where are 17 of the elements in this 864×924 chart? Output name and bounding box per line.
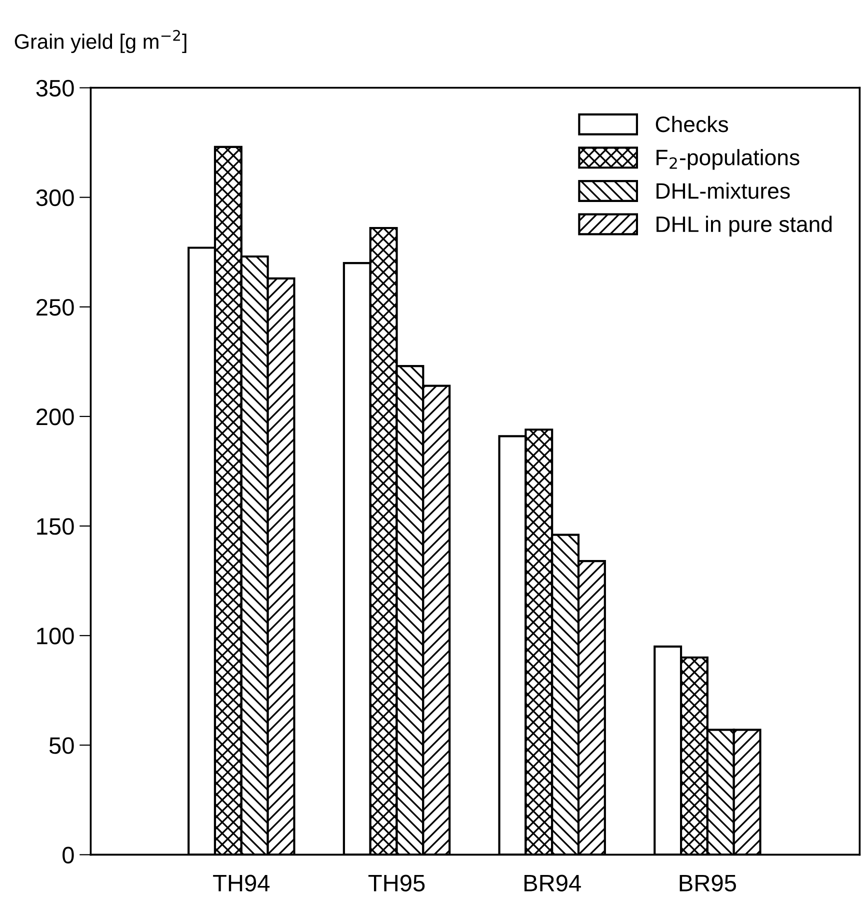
x-tick-label: TH95 <box>368 874 425 892</box>
x-tick-label: BR95 <box>680 874 736 892</box>
y-tick-label: 350 <box>36 80 74 97</box>
y-tick-label: 300 <box>36 189 74 206</box>
legend-label: DHL in pure stand <box>656 216 832 236</box>
legend-label: Checks <box>656 116 728 132</box>
y-tick-label: 100 <box>37 628 74 644</box>
x-tick-label: BR94 <box>524 874 581 892</box>
y-tick-label: 250 <box>36 298 74 316</box>
y-tick-label: 50 <box>49 737 74 754</box>
y-tick-label: 0 <box>62 846 74 864</box>
y-tick-label: 200 <box>36 408 74 426</box>
y-axis-title: Grain yield [g m$^{−2}$] <box>14 30 186 54</box>
legend-label: DHL-mixtures <box>656 182 790 199</box>
legend-label: F$_{2}$-populations <box>656 149 800 170</box>
y-tick-label: 150 <box>37 518 74 535</box>
x-tick-label: TH94 <box>213 874 270 892</box>
